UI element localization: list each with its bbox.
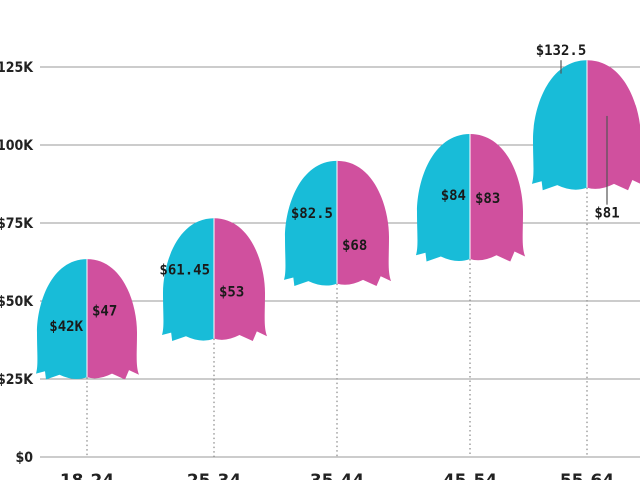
y-tick-label: 125K xyxy=(0,60,34,76)
x-tick-label: 55-64 xyxy=(560,471,615,480)
bar-series-1 xyxy=(337,160,392,287)
hair-icon xyxy=(415,133,526,262)
data-label: $68 xyxy=(342,238,367,254)
y-axis-labels: $0 $25K $50K $75K 100K 125K xyxy=(0,60,34,466)
data-label: $47 xyxy=(92,303,117,319)
y-tick-label: 100K xyxy=(0,138,34,154)
y-tick-label: $75K xyxy=(0,216,34,232)
y-tick-label: $0 xyxy=(15,450,33,466)
x-tick-label: 18-24 xyxy=(60,471,115,480)
bar-series-1 xyxy=(587,60,640,191)
bar-series-1 xyxy=(470,133,526,262)
hair-icon xyxy=(283,160,392,287)
x-tick-label: 25-34 xyxy=(187,471,242,480)
bar-series-0 xyxy=(36,259,87,380)
data-label: $82.5 xyxy=(291,206,333,222)
x-tick-label: 35-44 xyxy=(310,471,365,480)
data-label: $84 xyxy=(441,188,466,204)
x-axis-labels: 18-24 25-34 35-44 45-54 55-64 xyxy=(60,471,615,480)
bar-series-0 xyxy=(283,160,337,287)
data-label: $42K xyxy=(49,319,83,335)
data-label: $132.5 xyxy=(536,43,587,59)
bar-series-0 xyxy=(531,60,587,191)
bar-series-0 xyxy=(415,133,470,262)
bar-series-0 xyxy=(161,218,214,342)
data-label: $61.45 xyxy=(159,262,210,278)
data-label: $81 xyxy=(594,206,619,222)
category-guides xyxy=(86,187,588,457)
bar-series-1 xyxy=(87,259,139,380)
grid-lines xyxy=(40,66,640,458)
data-label: $83 xyxy=(475,191,500,207)
data-label: $53 xyxy=(219,285,244,301)
bar-series-1 xyxy=(214,218,268,342)
y-tick-label: $25K xyxy=(0,372,34,388)
hair-icon xyxy=(161,218,268,342)
y-tick-label: $50K xyxy=(0,294,34,310)
x-tick-label: 45-54 xyxy=(443,471,498,480)
hair-icon xyxy=(531,60,640,191)
hair-marks: $42K $47 $61.45 $53 $82.5 $68 $84 $83 $132.5 $81 xyxy=(36,43,640,380)
hair-icon xyxy=(36,259,139,380)
